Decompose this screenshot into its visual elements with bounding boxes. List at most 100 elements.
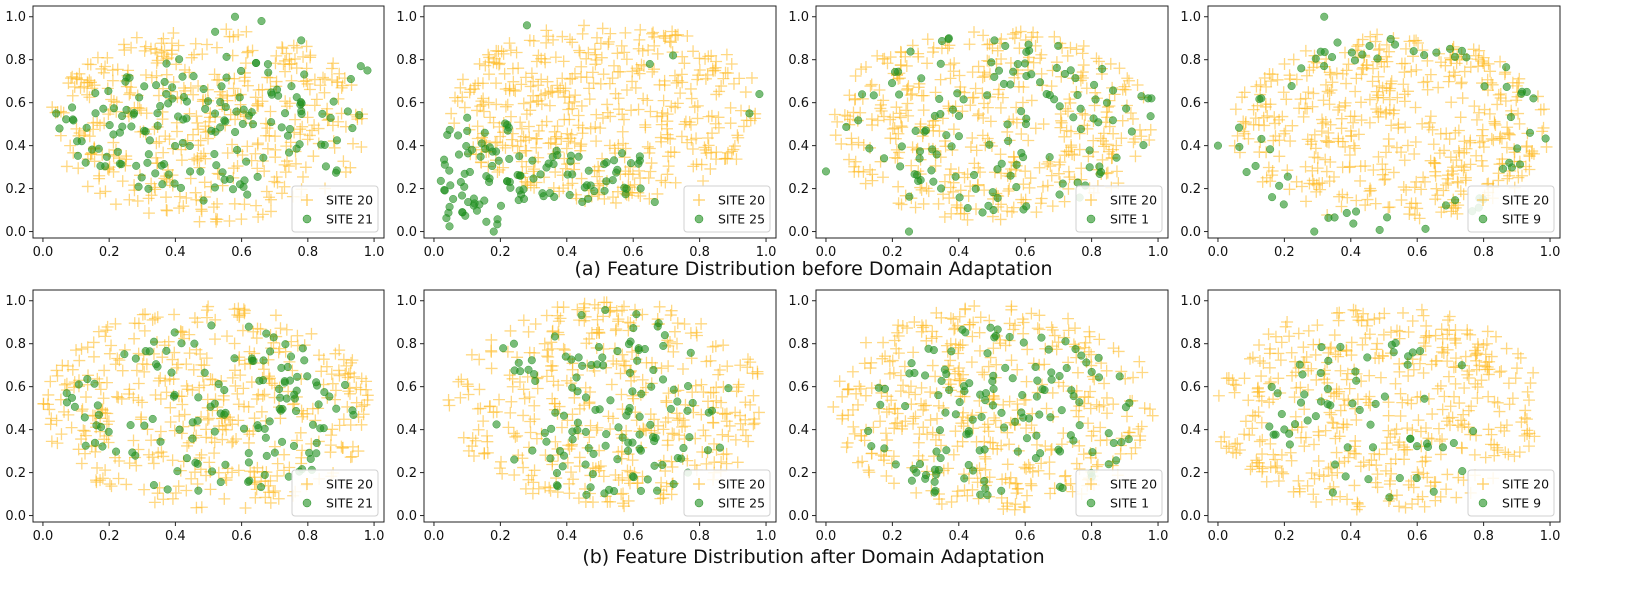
point-site20 xyxy=(617,137,630,150)
point-target xyxy=(149,481,158,490)
point-site20 xyxy=(1399,121,1412,134)
point-target xyxy=(235,93,244,102)
point-site20 xyxy=(482,96,495,109)
point-target xyxy=(1300,390,1309,399)
x-tick-label: 0.8 xyxy=(1081,245,1102,260)
point-target xyxy=(1102,98,1112,107)
legend-label: SITE 20 xyxy=(1502,477,1549,492)
point-target xyxy=(660,331,669,340)
point-site20 xyxy=(283,97,296,110)
point-site20 xyxy=(1443,70,1456,83)
point-site20 xyxy=(1135,130,1148,143)
x-tick-label: 0.4 xyxy=(165,245,186,260)
point-site20 xyxy=(669,176,682,189)
point-site20 xyxy=(1333,190,1346,203)
point-site20 xyxy=(1045,80,1058,93)
point-site20 xyxy=(1364,30,1377,43)
x-tick-label: 1.0 xyxy=(1148,245,1169,260)
point-target xyxy=(1036,449,1045,458)
point-site20 xyxy=(1383,93,1396,106)
point-site20 xyxy=(651,187,664,200)
point-target xyxy=(891,460,900,469)
point-target xyxy=(1022,71,1031,81)
point-target xyxy=(954,132,963,141)
point-target xyxy=(1137,92,1146,101)
point-site20 xyxy=(615,39,628,52)
point-target xyxy=(62,115,71,124)
point-site20 xyxy=(1343,161,1356,174)
point-site20 xyxy=(514,116,527,129)
caption-after: (b) Feature Distribution after Domain Ad… xyxy=(582,546,1045,568)
point-target xyxy=(977,412,986,421)
point-target xyxy=(1044,345,1053,354)
point-site20 xyxy=(200,38,213,51)
legend-marker-circle xyxy=(302,498,312,508)
point-site20 xyxy=(149,43,162,56)
point-target xyxy=(1046,413,1055,422)
point-site20 xyxy=(1321,85,1334,98)
point-site20 xyxy=(318,86,331,99)
point-site20 xyxy=(1361,193,1374,206)
point-target xyxy=(149,337,159,346)
point-target xyxy=(1311,412,1320,421)
point-site20 xyxy=(1378,173,1391,186)
point-site20 xyxy=(1307,177,1320,190)
point-site20 xyxy=(1427,138,1440,151)
point-target xyxy=(244,477,253,486)
point-target xyxy=(628,472,637,481)
point-target xyxy=(140,421,149,430)
point-site20 xyxy=(713,85,726,98)
point-target xyxy=(332,136,342,145)
point-target xyxy=(283,131,292,140)
point-site20 xyxy=(157,32,170,45)
point-target xyxy=(880,384,890,393)
point-site20 xyxy=(1006,28,1019,41)
point-target xyxy=(1095,169,1104,178)
point-target xyxy=(70,402,79,411)
point-site20 xyxy=(575,99,588,112)
y-tick-label: 0.6 xyxy=(5,96,26,111)
point-target xyxy=(1147,94,1156,103)
point-target xyxy=(489,227,498,236)
point-site20 xyxy=(1467,43,1480,56)
point-site20 xyxy=(160,191,173,204)
point-target xyxy=(145,136,154,145)
legend-label: SITE 21 xyxy=(326,212,373,227)
point-site20 xyxy=(303,83,316,96)
point-target xyxy=(251,58,261,68)
point-target xyxy=(1108,116,1117,125)
point-site20 xyxy=(490,98,503,111)
point-site20 xyxy=(226,138,239,151)
x-tick-label: 0.6 xyxy=(231,245,252,260)
point-site20 xyxy=(198,176,211,189)
point-target xyxy=(959,95,968,104)
point-site20 xyxy=(1415,183,1428,196)
point-site20 xyxy=(1516,169,1528,182)
point-site20 xyxy=(1369,197,1382,210)
point-target xyxy=(277,123,286,132)
point-site20 xyxy=(347,137,360,150)
point-site20 xyxy=(1299,44,1312,57)
point-site20 xyxy=(81,58,94,71)
point-site20 xyxy=(901,82,914,95)
point-site20 xyxy=(1007,150,1020,163)
point-site20 xyxy=(549,132,562,145)
point-site20 xyxy=(700,147,713,160)
point-target xyxy=(135,93,144,102)
point-site20 xyxy=(536,119,549,132)
point-target xyxy=(1285,440,1294,449)
y-tick-label: 0.2 xyxy=(1180,182,1201,197)
point-site20 xyxy=(296,120,309,133)
point-site20 xyxy=(1144,123,1157,136)
point-target xyxy=(1371,399,1380,409)
point-site20 xyxy=(497,47,510,60)
point-site20 xyxy=(648,63,661,76)
point-target xyxy=(482,172,491,181)
point-target xyxy=(1507,163,1516,172)
point-site20 xyxy=(1319,78,1332,91)
point-site20 xyxy=(1284,135,1297,148)
point-site20 xyxy=(185,51,198,64)
point-target xyxy=(443,130,452,139)
point-target xyxy=(214,380,223,389)
point-site20 xyxy=(594,122,607,135)
